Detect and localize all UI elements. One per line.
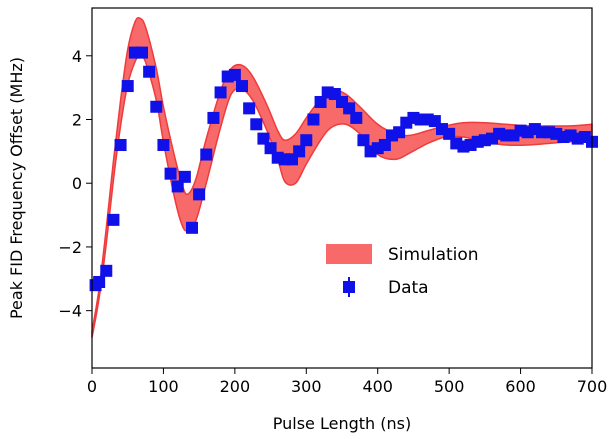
x-tick-label: 0 bbox=[87, 377, 97, 396]
data-point bbox=[193, 188, 206, 201]
data-point bbox=[114, 138, 127, 151]
data-point bbox=[343, 102, 356, 115]
data-point bbox=[378, 138, 391, 151]
y-ticks: −4 −2 0 2 4 bbox=[58, 47, 92, 321]
x-tick-label: 400 bbox=[362, 377, 393, 396]
data-point bbox=[300, 134, 313, 147]
x-tick-label: 300 bbox=[291, 377, 322, 396]
data-point bbox=[178, 170, 191, 183]
y-tick-label: −4 bbox=[58, 302, 82, 321]
data-point bbox=[143, 65, 156, 78]
data-point bbox=[100, 264, 113, 277]
y-tick-label: 2 bbox=[72, 111, 82, 130]
legend-label-simulation: Simulation bbox=[388, 245, 479, 265]
x-tick-label: 600 bbox=[505, 377, 536, 396]
legend-label-data: Data bbox=[388, 278, 429, 298]
data-points-layer bbox=[89, 46, 598, 292]
data-point bbox=[171, 180, 184, 193]
data-point bbox=[186, 221, 198, 234]
legend: Simulation Data bbox=[326, 244, 479, 298]
plot-frame bbox=[91, 7, 593, 369]
data-point bbox=[164, 167, 177, 180]
data-point bbox=[236, 80, 248, 93]
data-point bbox=[200, 148, 213, 161]
x-tick-label: 100 bbox=[148, 377, 179, 396]
legend-marker-data bbox=[343, 281, 355, 293]
data-point bbox=[264, 142, 277, 155]
data-point bbox=[150, 100, 163, 113]
x-tick-label: 500 bbox=[434, 377, 465, 396]
data-point bbox=[307, 113, 320, 126]
x-tick-label: 200 bbox=[220, 377, 251, 396]
data-point bbox=[207, 111, 220, 124]
data-point bbox=[93, 275, 106, 288]
data-point bbox=[314, 95, 327, 108]
y-tick-label: 4 bbox=[72, 47, 82, 66]
data-point bbox=[350, 111, 363, 124]
data-point bbox=[393, 126, 406, 139]
data-point bbox=[257, 132, 270, 145]
data-point bbox=[107, 213, 120, 226]
x-axis-label: Pulse Length (ns) bbox=[273, 414, 411, 433]
legend-swatch-simulation bbox=[326, 244, 372, 264]
x-ticks: 0 100 200 300 400 500 600 700 bbox=[87, 368, 607, 396]
data-point bbox=[514, 124, 527, 137]
data-point bbox=[443, 127, 456, 140]
data-point bbox=[228, 68, 241, 81]
data-point bbox=[357, 134, 370, 147]
data-point bbox=[136, 46, 148, 59]
y-tick-label: 0 bbox=[72, 174, 82, 193]
data-point bbox=[243, 102, 256, 115]
data-point bbox=[157, 138, 170, 151]
x-tick-label: 700 bbox=[577, 377, 608, 396]
data-point bbox=[121, 80, 134, 93]
data-point bbox=[214, 86, 227, 99]
data-point bbox=[293, 145, 306, 158]
y-axis-label: Peak FID Frequency Offset (MHz) bbox=[7, 57, 26, 319]
y-tick-label: −2 bbox=[58, 238, 82, 257]
data-point bbox=[250, 118, 263, 131]
